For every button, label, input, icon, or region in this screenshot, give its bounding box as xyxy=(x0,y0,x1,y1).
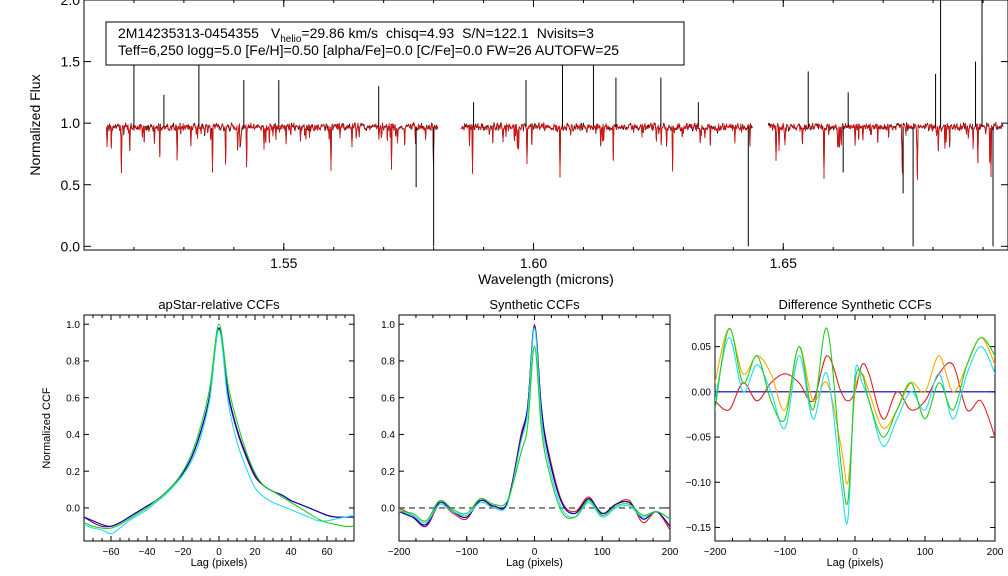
synthetic-series-cyan xyxy=(399,327,670,524)
spectrum-ytick-label: 2.0 xyxy=(61,0,81,8)
aprelative-series-purple xyxy=(84,327,354,528)
synthetic-ytick-label: 0.2 xyxy=(381,467,395,478)
synthetic-ytick-label: 1.0 xyxy=(381,320,395,331)
difference-ytick-label: 0.00 xyxy=(692,387,712,398)
synthetic-ytick-label: 0.6 xyxy=(381,393,395,404)
star-id: 2M14235313-0454355 xyxy=(118,25,259,41)
spectrum-ytick-label: 1.5 xyxy=(61,54,81,70)
aprelative-xtick-label: 60 xyxy=(321,547,333,558)
aprelative-series-group xyxy=(84,323,354,535)
info-line-1: 2M14235313-0454355 Vhelio=29.86 km/s chisq… xyxy=(118,25,594,45)
difference-xtick-label: 100 xyxy=(917,547,934,558)
difference-plot-frame xyxy=(714,314,996,542)
spectrum-ytick-label: 1.0 xyxy=(61,115,81,131)
difference-xtick-label: −200 xyxy=(704,547,727,558)
synthetic-plot-frame xyxy=(398,314,671,542)
synthetic-series-group xyxy=(399,323,670,531)
spectrum-ytick-label: 0.5 xyxy=(61,177,81,193)
spectrum-xtick-label: 1.55 xyxy=(270,255,297,271)
difference-series-group xyxy=(715,327,995,525)
spectrum-plot-frame xyxy=(83,0,1008,251)
difference-xtick-label: 200 xyxy=(987,547,1004,558)
synthetic-xtick-label: 200 xyxy=(662,547,679,558)
aprelative-xtick-label: −20 xyxy=(175,547,192,558)
synthetic-xtick-label: 100 xyxy=(594,547,611,558)
spectrum-ytick-label: 0.0 xyxy=(61,238,81,254)
synthetic-ytick-label: 0.4 xyxy=(381,430,395,441)
synthetic-xtick-label: −200 xyxy=(388,547,411,558)
chisq-value: chisq=4.93 xyxy=(386,25,454,41)
synthetic-ytick-label: 0.0 xyxy=(381,504,395,515)
info-line-2: Teff=6,250 logg=5.0 [Fe/H]=0.50 [alpha/F… xyxy=(118,42,619,58)
aprelative-title: apStar-relative CCFs xyxy=(158,297,280,312)
vhelio-symbol: V xyxy=(271,25,281,41)
aprelative-ytick-label: 0.4 xyxy=(66,430,80,441)
difference-ytick-label: −0.10 xyxy=(686,478,712,489)
synthetic-ccf-panel: −200 −100 0 100 200 0.0 0.2 0.4 0.6 0.8 1.0 Synthet… xyxy=(381,297,679,569)
synthetic-xtick-label: 0 xyxy=(532,547,538,558)
aprelative-ylabel: Normalized CCF xyxy=(41,387,53,469)
difference-series-green xyxy=(715,327,995,505)
vhelio-subscript: helio xyxy=(280,34,302,45)
info-box: 2M14235313-0454355 Vhelio=29.86 km/s chisq… xyxy=(105,21,685,66)
difference-title: Difference Synthetic CCFs xyxy=(779,297,932,312)
aprelative-xlabel: Lag (pixels) xyxy=(191,557,248,569)
spectrum-xtick-label: 1.60 xyxy=(520,255,547,271)
vhelio-value: =29.86 km/s xyxy=(301,25,378,41)
aprelative-xtick-label: 0 xyxy=(216,547,222,558)
difference-xtick-label: −100 xyxy=(774,547,797,558)
aprelative-ytick-label: 0.2 xyxy=(66,467,80,478)
synthetic-series-blue xyxy=(399,325,670,527)
difference-ytick-label: −0.05 xyxy=(686,433,712,444)
spectrum-model-chip-3 xyxy=(767,122,1004,181)
aprelative-ytick-label: 0.0 xyxy=(66,504,80,515)
nvisits-value: Nvisits=3 xyxy=(537,25,594,41)
spectrum-observed-chip-2 xyxy=(460,122,753,178)
synthetic-series-red xyxy=(399,323,670,531)
difference-ccf-panel: −200 −100 0 100 200 −0.15 −0.10 −0.05 0.00 0.05 Di… xyxy=(686,297,1004,569)
aprelative-ytick-label: 0.8 xyxy=(66,357,80,368)
difference-xtick-label: 0 xyxy=(852,547,858,558)
synthetic-xlabel: Lag (pixels) xyxy=(506,557,563,569)
spectrum-xtick-label: 1.65 xyxy=(770,255,797,271)
synthetic-title: Synthetic CCFs xyxy=(489,297,580,312)
aprelative-ytick-label: 0.6 xyxy=(66,393,80,404)
aprelative-plot-frame xyxy=(83,314,355,542)
difference-ytick-label: −0.15 xyxy=(686,523,712,534)
spectrum-xlabel: Wavelength (microns) xyxy=(478,271,614,287)
spectrum-model-chip-1 xyxy=(106,122,438,172)
difference-series-orange xyxy=(715,328,995,485)
aprelative-xtick-label: −40 xyxy=(139,547,156,558)
aprelative-ccf-panel: −60 −40 −20 0 20 40 60 0.0 0.2 0.4 0.6 0.8 1.0 apStar… xyxy=(41,297,355,569)
aprelative-series-blue xyxy=(84,327,354,527)
spectrum-model-chip-2 xyxy=(460,122,753,177)
aprelative-xtick-label: −60 xyxy=(103,547,120,558)
snr-value: S/N=122.1 xyxy=(462,25,529,41)
info-box-frame xyxy=(105,21,685,66)
aprelative-xtick-label: 40 xyxy=(285,547,297,558)
aprelative-xtick-label: 20 xyxy=(249,547,261,558)
spectrum-ylabel: Normalized Flux xyxy=(27,74,43,175)
difference-ytick-label: 0.05 xyxy=(692,342,712,353)
synthetic-series-green xyxy=(399,345,670,522)
aprelative-series-cyan xyxy=(84,329,354,535)
synthetic-xtick-label: −100 xyxy=(455,547,478,558)
synthetic-ytick-label: 0.8 xyxy=(381,357,395,368)
difference-xlabel: Lag (pixels) xyxy=(827,557,884,569)
synthetic-series-purple xyxy=(399,325,670,528)
spectrum-panel: 1.55 1.60 1.65 0.0 0.5 1.0 1.5 2.0 Wavelength (m… xyxy=(27,0,1008,287)
aprelative-ytick-label: 1.0 xyxy=(66,320,80,331)
aprelative-series-green xyxy=(84,323,354,530)
